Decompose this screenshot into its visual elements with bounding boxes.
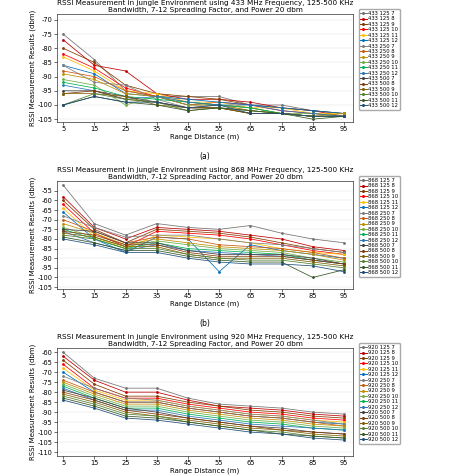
- Text: (b): (b): [200, 319, 210, 328]
- Y-axis label: RSSI Measurement Results (dbm): RSSI Measurement Results (dbm): [30, 177, 36, 293]
- Title: RSSI Measurement in jungle Environment using 433 MHz Frequency, 125-500 KHz
Band: RSSI Measurement in jungle Environment u…: [57, 0, 353, 13]
- Y-axis label: RSSI Measurement Results (dbm): RSSI Measurement Results (dbm): [30, 10, 36, 126]
- Text: (a): (a): [200, 152, 210, 161]
- X-axis label: Range Distance (m): Range Distance (m): [171, 467, 240, 474]
- Legend: 868 125 7, 868 125 8, 868 125 9, 868 125 10, 868 125 11, 868 125 12, 868 250 7, : 868 125 7, 868 125 8, 868 125 9, 868 125…: [359, 176, 400, 277]
- Title: RSSI Measurement in jungle Environment using 920 MHz Frequency, 125-500 KHz
Band: RSSI Measurement in jungle Environment u…: [57, 334, 353, 347]
- Title: RSSI Measurement in jungle Environment using 868 MHz Frequency, 125-500 KHz
Band: RSSI Measurement in jungle Environment u…: [57, 167, 353, 180]
- Legend: 920 125 7, 920 125 8, 920 125 9, 920 125 10, 920 125 11, 920 125 12, 920 250 7, : 920 125 7, 920 125 8, 920 125 9, 920 125…: [359, 343, 400, 444]
- X-axis label: Range Distance (m): Range Distance (m): [171, 133, 240, 140]
- Legend: 433 125 7, 433 125 8, 433 125 9, 433 125 10, 433 125 11, 433 125 12, 433 250 7, : 433 125 7, 433 125 8, 433 125 9, 433 125…: [359, 10, 400, 110]
- X-axis label: Range Distance (m): Range Distance (m): [171, 301, 240, 307]
- Y-axis label: RSSI Measurement Results (dbm): RSSI Measurement Results (dbm): [30, 344, 36, 460]
